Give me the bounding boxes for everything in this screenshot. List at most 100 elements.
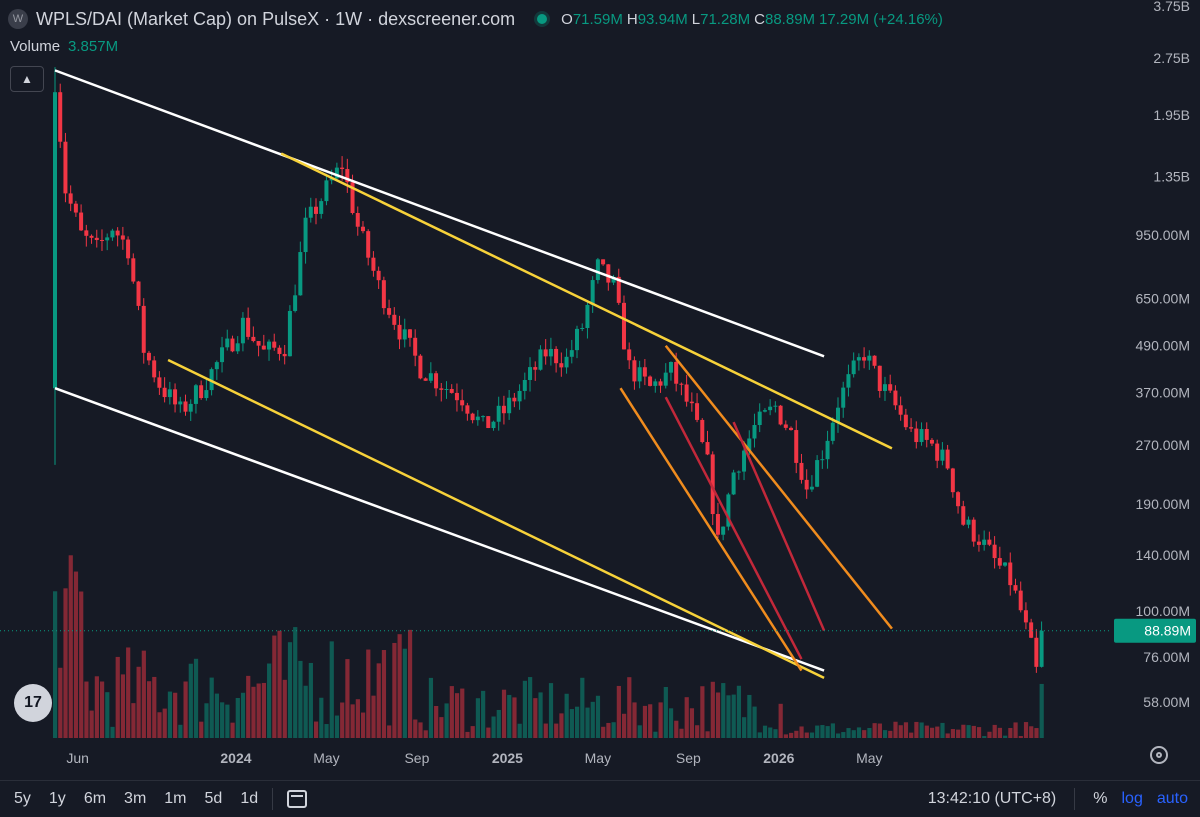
volume-bar (679, 728, 684, 738)
volume-bar (157, 712, 162, 738)
candle-body (209, 369, 214, 391)
clock-readout[interactable]: 13:42:10 (UTC+8) (927, 790, 1057, 807)
range-button-6m[interactable]: 6m (83, 790, 107, 807)
candle-body (53, 92, 57, 389)
volume-bar (893, 721, 898, 738)
volume-bar (1039, 683, 1044, 738)
candle-body (162, 387, 167, 398)
ohlc-value: 17.29M (+24.16%) (819, 10, 943, 28)
candle-body (94, 237, 99, 241)
candle-body (830, 422, 835, 441)
volume-bar (554, 723, 559, 738)
candle-body (496, 405, 501, 422)
volume-bar (261, 682, 266, 738)
volume-bar (799, 726, 804, 738)
volume-bar (789, 732, 794, 738)
candle-body (522, 379, 527, 391)
percent-toggle[interactable]: % (1093, 790, 1108, 807)
volume-bar (606, 722, 611, 738)
volume-bar (308, 662, 313, 738)
volume-bar (267, 663, 272, 738)
volume-bar (742, 717, 747, 738)
volume-bar (846, 728, 851, 738)
candle-body (674, 362, 679, 384)
y-tick-label: 650.00M (1136, 291, 1190, 307)
volume-bar (543, 723, 548, 738)
candle-body (914, 428, 919, 443)
volume-bar (731, 694, 736, 738)
volume-bar (178, 724, 183, 738)
volume-bar (663, 687, 668, 738)
x-tick-label: Sep (404, 750, 429, 766)
candle-body (992, 544, 997, 559)
volume-bar (214, 693, 220, 738)
candle-body (627, 349, 632, 361)
volume-bar (110, 726, 115, 738)
candle-body (997, 558, 1002, 566)
ohlc-readout: O71.59M H93.94M L71.28M C88.89M 17.29M (+24.… (561, 11, 943, 28)
toolbar-divider (272, 788, 274, 810)
candle-body (789, 427, 794, 431)
auto-scale-toggle[interactable]: auto (1156, 790, 1188, 807)
candle-body (757, 411, 762, 426)
range-button-5y[interactable]: 5y (14, 790, 31, 807)
candle-body (340, 167, 345, 170)
y-tick-label: 58.00M (1143, 694, 1190, 710)
candle-body (569, 350, 574, 357)
trendline-red (732, 421, 826, 632)
volume-bar (914, 721, 919, 738)
candle-body (851, 360, 856, 375)
volume-bar (63, 588, 68, 738)
volume-histogram (53, 555, 1044, 738)
volume-bar (350, 704, 355, 738)
volume-bar (632, 702, 637, 738)
candle-body (136, 281, 141, 306)
volume-bar (475, 698, 481, 738)
candle-body (63, 141, 68, 194)
candle-body (418, 355, 423, 379)
candle-body (178, 401, 183, 405)
ohlc-item: 17.29M (+24.16%) (819, 11, 943, 28)
ohlc-key: H (626, 10, 638, 28)
range-button-5d[interactable]: 5d (204, 790, 223, 807)
last-price-badge (1114, 618, 1196, 643)
ohlc-value: 71.28M (700, 10, 751, 28)
ohlc-key: O (561, 10, 573, 28)
candle-body (439, 388, 444, 390)
price-scale-panel (1112, 0, 1200, 780)
trendline-white (54, 387, 825, 672)
collapse-legend-button[interactable]: ▲ (10, 66, 44, 92)
log-scale-toggle[interactable]: log (1121, 790, 1143, 807)
volume-bar (507, 694, 512, 738)
volume-bar (131, 703, 136, 738)
range-button-1d[interactable]: 1d (240, 790, 259, 807)
calendar-icon[interactable] (287, 790, 308, 808)
volume-bar (533, 698, 538, 738)
volume-bar (141, 650, 146, 738)
chart-settings-gear-icon[interactable] (1150, 746, 1168, 764)
range-button-1m[interactable]: 1m (164, 790, 187, 807)
candle-body (272, 341, 277, 348)
range-button-3m[interactable]: 3m (124, 790, 147, 807)
y-tick-label: 1.35B (1153, 169, 1190, 185)
candle-body (554, 348, 559, 364)
volume-bar (961, 724, 966, 738)
candle-body (820, 459, 825, 461)
volume-bar (710, 681, 715, 738)
chart-header: W WPLS/DAI (Market Cap) on PulseX · 1W ·… (8, 4, 943, 34)
range-button-1y[interactable]: 1y (48, 790, 66, 807)
volume-bar (199, 721, 204, 738)
chart-title[interactable]: WPLS/DAI (Market Cap) on PulseX · 1W · d… (36, 8, 516, 29)
candle-body (199, 385, 204, 399)
tradingview-logo-icon[interactable]: 17 (14, 684, 52, 722)
candle-body (825, 440, 830, 460)
volume-bar (616, 685, 621, 738)
volume-bar (439, 717, 444, 738)
candle-body (653, 381, 658, 386)
volume-bar (272, 635, 277, 738)
candle-body (648, 376, 653, 386)
candle-body (710, 454, 715, 515)
candle-body (982, 539, 987, 545)
candle-body (173, 389, 178, 405)
